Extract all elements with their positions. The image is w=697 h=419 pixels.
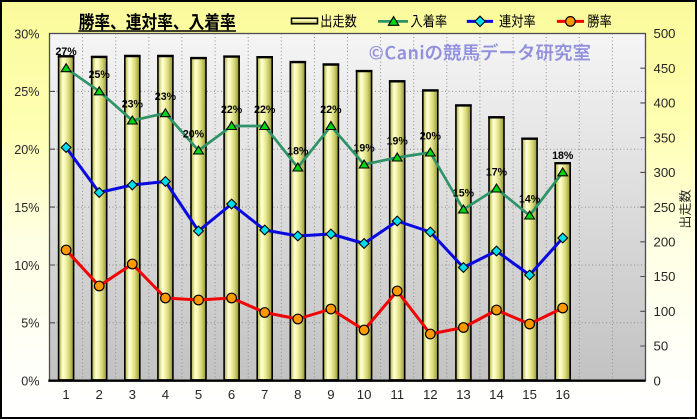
svg-text:50: 50 — [654, 339, 669, 354]
svg-text:10: 10 — [357, 387, 372, 402]
svg-text:450: 450 — [654, 61, 676, 76]
svg-text:0: 0 — [654, 373, 661, 388]
svg-text:3: 3 — [129, 387, 136, 402]
svg-text:100: 100 — [654, 304, 676, 319]
svg-text:20%: 20% — [183, 128, 205, 140]
svg-text:20%: 20% — [420, 130, 442, 142]
svg-text:7: 7 — [261, 387, 268, 402]
svg-text:19%: 19% — [353, 142, 375, 154]
svg-text:0%: 0% — [21, 375, 39, 389]
svg-text:17%: 17% — [486, 166, 508, 178]
svg-text:23%: 23% — [155, 91, 177, 103]
svg-text:19%: 19% — [387, 135, 409, 147]
svg-text:350: 350 — [654, 130, 676, 145]
svg-text:4: 4 — [162, 387, 169, 402]
svg-text:400: 400 — [654, 96, 676, 111]
svg-text:12: 12 — [423, 387, 438, 402]
svg-text:16: 16 — [555, 387, 570, 402]
svg-text:500: 500 — [654, 26, 676, 41]
svg-text:5: 5 — [195, 387, 202, 402]
svg-text:23%: 23% — [122, 98, 144, 110]
svg-text:13: 13 — [456, 387, 471, 402]
svg-text:8: 8 — [294, 387, 301, 402]
svg-text:10%: 10% — [14, 259, 39, 273]
svg-text:11: 11 — [390, 387, 404, 402]
svg-text:14: 14 — [489, 387, 504, 402]
svg-text:2: 2 — [96, 387, 103, 402]
svg-text:25%: 25% — [14, 85, 39, 99]
svg-text:18%: 18% — [287, 145, 309, 157]
svg-text:30%: 30% — [14, 27, 39, 41]
svg-text:25%: 25% — [89, 69, 111, 81]
svg-text:15%: 15% — [14, 201, 39, 215]
svg-text:9: 9 — [327, 387, 334, 402]
svg-text:1: 1 — [62, 387, 69, 402]
svg-text:150: 150 — [654, 269, 676, 284]
svg-text:22%: 22% — [221, 104, 243, 116]
svg-text:22%: 22% — [320, 104, 342, 116]
svg-text:22%: 22% — [254, 104, 276, 116]
svg-text:27%: 27% — [55, 46, 77, 58]
svg-text:5%: 5% — [21, 317, 39, 331]
svg-text:6: 6 — [228, 387, 235, 402]
svg-text:20%: 20% — [14, 143, 39, 157]
svg-text:250: 250 — [654, 200, 676, 215]
svg-text:300: 300 — [654, 165, 676, 180]
svg-text:14%: 14% — [519, 193, 541, 205]
svg-text:18%: 18% — [552, 150, 574, 162]
svg-text:15: 15 — [522, 387, 537, 402]
svg-text:200: 200 — [654, 235, 676, 250]
svg-text:15%: 15% — [453, 187, 475, 199]
